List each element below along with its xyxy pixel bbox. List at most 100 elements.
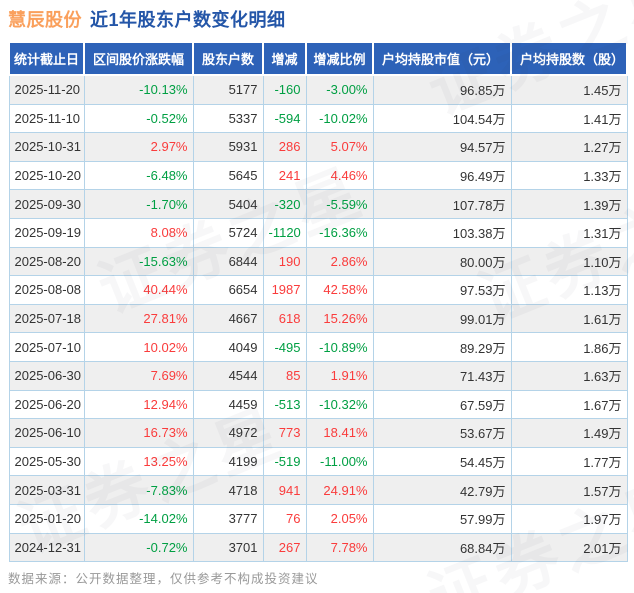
cell-price-change: -15.63% [83, 246, 194, 277]
cell-avg-shares: 1.27万 [510, 132, 628, 162]
cell-stat-date: 2025-06-10 [8, 418, 85, 448]
cell-holders: 5404 [192, 189, 264, 219]
cell-price-change: -1.70% [83, 189, 194, 219]
cell-avg-value: 42.79万 [372, 475, 512, 505]
cell-stat-date: 2025-11-10 [8, 103, 85, 134]
col-header-avg-value: 户均持股市值（元） [372, 41, 512, 76]
cell-change-pct: 2.05% [305, 503, 374, 534]
cell-avg-value: 54.45万 [372, 446, 512, 477]
cell-change-pct: 18.41% [305, 418, 374, 448]
cell-price-change: 16.73% [83, 418, 194, 448]
cell-avg-shares: 1.33万 [510, 160, 628, 191]
cell-avg-value: 57.99万 [372, 503, 512, 534]
cell-stat-date: 2025-06-30 [8, 360, 85, 391]
cell-change-pct: 7.78% [305, 532, 374, 563]
table-row: 2025-09-19 8.08% 5724 -1120 -16.36% 103.38万 1.… [8, 217, 628, 248]
cell-price-change: 10.02% [83, 332, 194, 362]
table-header-row: 统计截止日 区间股价涨跌幅 股东户数 增减 增减比例 户均持股市值（元） 户均持… [8, 41, 628, 76]
cell-change: 286 [262, 132, 307, 162]
cell-holders: 5931 [192, 132, 264, 162]
cell-avg-value: 89.29万 [372, 332, 512, 362]
cell-stat-date: 2025-07-18 [8, 303, 85, 334]
cell-change-pct: 1.91% [305, 360, 374, 391]
report-subtitle: 近1年股东户数变化明细 [90, 10, 286, 30]
cell-avg-shares: 1.49万 [510, 418, 628, 448]
cell-avg-value: 96.85万 [372, 74, 512, 105]
col-header-avg-shares: 户均持股数（股） [510, 41, 628, 76]
cell-price-change: 2.97% [83, 132, 194, 162]
cell-price-change: 8.08% [83, 217, 194, 248]
cell-holders: 4667 [192, 303, 264, 334]
table-row: 2025-11-20 -10.13% 5177 -160 -3.00% 96.85万 1.4… [8, 74, 628, 105]
cell-holders: 4049 [192, 332, 264, 362]
cell-avg-value: 103.38万 [372, 217, 512, 248]
cell-change: 941 [262, 475, 307, 505]
cell-avg-value: 96.49万 [372, 160, 512, 191]
cell-holders: 4972 [192, 418, 264, 448]
cell-price-change: -0.72% [83, 532, 194, 563]
cell-change: -1120 [262, 217, 307, 248]
col-header-stat-date: 统计截止日 [8, 41, 85, 76]
table-row: 2025-07-18 27.81% 4667 618 15.26% 99.01万 1.61万 [8, 303, 628, 334]
cell-holders: 6844 [192, 246, 264, 277]
cell-price-change: -10.13% [83, 74, 194, 105]
cell-avg-shares: 1.10万 [510, 246, 628, 277]
cell-avg-shares: 1.39万 [510, 189, 628, 219]
cell-holders: 4199 [192, 446, 264, 477]
cell-holders: 5177 [192, 74, 264, 105]
cell-holders: 5337 [192, 103, 264, 134]
cell-avg-shares: 1.77万 [510, 446, 628, 477]
col-header-change: 增减 [262, 41, 307, 76]
cell-avg-value: 80.00万 [372, 246, 512, 277]
cell-avg-value: 71.43万 [372, 360, 512, 391]
col-header-price-change: 区间股价涨跌幅 [83, 41, 194, 76]
cell-stat-date: 2025-09-19 [8, 217, 85, 248]
table-row: 2025-07-10 10.02% 4049 -495 -10.89% 89.29万 1.8… [8, 332, 628, 362]
cell-change-pct: -16.36% [305, 217, 374, 248]
cell-stat-date: 2025-10-20 [8, 160, 85, 191]
cell-holders: 6654 [192, 275, 264, 305]
cell-change: 241 [262, 160, 307, 191]
cell-price-change: 12.94% [83, 389, 194, 420]
cell-avg-value: 107.78万 [372, 189, 512, 219]
cell-change-pct: -3.00% [305, 74, 374, 105]
cell-avg-shares: 2.01万 [510, 532, 628, 563]
table-row: 2025-09-30 -1.70% 5404 -320 -5.59% 107.78万 1.3… [8, 189, 628, 219]
table-body: 2025-11-20 -10.13% 5177 -160 -3.00% 96.85万 1.4… [8, 74, 628, 563]
cell-avg-shares: 1.41万 [510, 103, 628, 134]
cell-holders: 4459 [192, 389, 264, 420]
cell-avg-value: 53.67万 [372, 418, 512, 448]
col-header-change-pct: 增减比例 [305, 41, 374, 76]
cell-price-change: -6.48% [83, 160, 194, 191]
cell-change: 618 [262, 303, 307, 334]
cell-avg-shares: 1.67万 [510, 389, 628, 420]
cell-stat-date: 2025-08-08 [8, 275, 85, 305]
cell-holders: 4544 [192, 360, 264, 391]
cell-price-change: 40.44% [83, 275, 194, 305]
table-row: 2024-12-31 -0.72% 3701 267 7.78% 68.84万 2.01万 [8, 532, 628, 563]
shareholder-count-table: 统计截止日 区间股价涨跌幅 股东户数 增减 增减比例 户均持股市值（元） 户均持… [8, 41, 628, 563]
data-source-note: 数据来源：公开数据整理，仅供参考不构成投资建议 [8, 572, 319, 586]
cell-holders: 5645 [192, 160, 264, 191]
cell-stat-date: 2025-05-30 [8, 446, 85, 477]
table-row: 2025-03-31 -7.83% 4718 941 24.91% 42.79万 1.57万 [8, 475, 628, 505]
cell-stat-date: 2024-12-31 [8, 532, 85, 563]
cell-change: 1987 [262, 275, 307, 305]
page-title: 慧辰股份 近1年股东户数变化明细 [8, 6, 286, 32]
cell-price-change: -7.83% [83, 475, 194, 505]
table-row: 2025-06-30 7.69% 4544 85 1.91% 71.43万 1.63万 [8, 360, 628, 391]
cell-change: 76 [262, 503, 307, 534]
cell-change: -513 [262, 389, 307, 420]
cell-price-change: 27.81% [83, 303, 194, 334]
cell-avg-value: 94.57万 [372, 132, 512, 162]
cell-change: 267 [262, 532, 307, 563]
cell-avg-shares: 1.97万 [510, 503, 628, 534]
table-row: 2025-06-20 12.94% 4459 -513 -10.32% 67.59万 1.6… [8, 389, 628, 420]
cell-change-pct: 15.26% [305, 303, 374, 334]
cell-change-pct: 42.58% [305, 275, 374, 305]
cell-avg-value: 99.01万 [372, 303, 512, 334]
cell-avg-shares: 1.57万 [510, 475, 628, 505]
cell-change-pct: 24.91% [305, 475, 374, 505]
cell-change-pct: -10.89% [305, 332, 374, 362]
